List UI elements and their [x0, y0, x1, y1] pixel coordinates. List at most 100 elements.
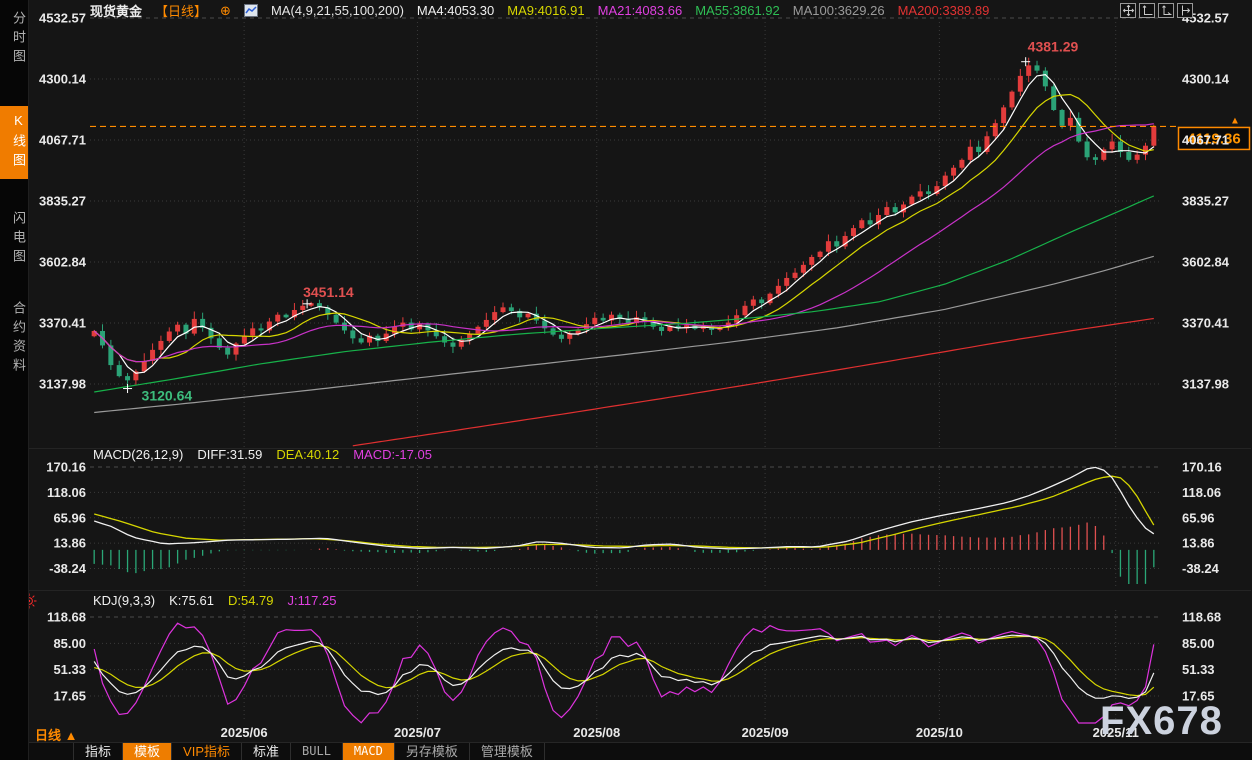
toolbar-button-6[interactable]: MACD: [342, 743, 395, 760]
svg-text:3137.98: 3137.98: [39, 377, 86, 392]
svg-text:3370.41: 3370.41: [1182, 316, 1229, 331]
last-price-box: [1177, 126, 1251, 151]
toolbar-button-5[interactable]: BULL: [291, 743, 343, 760]
kdj-d-line: [94, 635, 1155, 697]
macd-dea-value: DEA:40.12: [276, 447, 340, 462]
ma-value: MA100:3629.26: [792, 3, 885, 18]
ma-line-MA100: [94, 255, 1154, 414]
x-axis-month-label: 2025/09: [742, 725, 789, 740]
ma-value: MA9:4016.91: [507, 3, 585, 18]
ma-value: MA21:4083.66: [597, 3, 683, 18]
svg-text:4067.71: 4067.71: [1182, 132, 1229, 147]
last-price-value: 4119.36: [1187, 130, 1240, 147]
ma-lines-layer: [93, 73, 1155, 447]
right-axis-tool-icon[interactable]: [1158, 3, 1174, 18]
candles-layer: [91, 57, 1157, 389]
left-axis-tool-icon[interactable]: [1139, 3, 1155, 18]
sidebar-item-3[interactable]: 闪电图: [11, 211, 26, 268]
ma-line-MA200: [352, 317, 1154, 447]
toolbar-button-4[interactable]: 标准: [242, 743, 292, 760]
macd-layer: [93, 466, 1155, 584]
ma-line-MA21: [93, 123, 1154, 363]
svg-text:85.00: 85.00: [1182, 636, 1215, 651]
svg-text:4067.71: 4067.71: [39, 132, 86, 147]
ma-group-label: MA(4,9,21,55,100,200): [270, 3, 404, 18]
toolbar-button-3[interactable]: VIP指标: [172, 743, 242, 760]
sidebar-item-4[interactable]: 合约资料: [11, 301, 26, 377]
svg-text:13.86: 13.86: [53, 536, 86, 551]
kdj-k-value: K:75.61: [169, 593, 214, 608]
ma-values: MA4:4053.30 MA9:4016.91 MA21:4083.66 MA55:3…: [417, 3, 989, 18]
annotations-layer: 3120.64 3451.14 4381.29: [123, 39, 1078, 404]
svg-text:170.16: 170.16: [1182, 460, 1222, 475]
svg-text:-38.24: -38.24: [49, 561, 87, 576]
ma-line-MA4: [93, 73, 1155, 374]
sidebar-item-1[interactable]: 分时图: [11, 11, 26, 68]
toolbar-button-8[interactable]: 管理模板: [470, 743, 545, 760]
pan-tool-icon[interactable]: [1120, 3, 1136, 18]
svg-text:4300.14: 4300.14: [1182, 71, 1230, 86]
svg-text:4300.14: 4300.14: [39, 71, 87, 86]
svg-text:118.06: 118.06: [47, 485, 86, 500]
price-up-arrow-icon: ▲: [1230, 115, 1240, 126]
toolbar-button-2[interactable]: 模板: [123, 743, 173, 760]
ma-value: MA55:3861.92: [695, 3, 780, 18]
kdj-j-value: J:117.25: [287, 593, 337, 608]
svg-text:170.16: 170.16: [46, 460, 86, 475]
macd-value: MACD:-17.05: [353, 447, 432, 462]
kdj-d-value: D:54.79: [227, 593, 274, 608]
svg-text:118.06: 118.06: [1182, 485, 1221, 500]
toolbar-button-7[interactable]: 另存模板: [395, 743, 470, 760]
ma-line-MA9: [93, 93, 1154, 363]
watermark: FX678: [1100, 699, 1223, 743]
period-tag[interactable]: 【日线】: [155, 4, 208, 19]
svg-text:17.65: 17.65: [53, 689, 86, 704]
svg-text:13.86: 13.86: [1182, 536, 1215, 551]
svg-text:3835.27: 3835.27: [1182, 194, 1229, 209]
svg-text:85.00: 85.00: [53, 636, 86, 651]
kdj-params-label: KDJ(9,3,3): [93, 593, 156, 608]
svg-text:118.68: 118.68: [47, 610, 86, 625]
ma-value: MA4:4053.30: [416, 3, 495, 18]
kdj-label-row: KDJ(9,3,3) K:75.61 D:54.79 J:117.25: [93, 593, 336, 608]
toolbar-button-1[interactable]: 指标: [73, 743, 124, 760]
macd-diff-line: [93, 466, 1155, 550]
x-axis-month-label: 2025/11: [1093, 725, 1139, 740]
svg-text:17.65: 17.65: [1182, 689, 1215, 704]
kdj-j-line: [93, 622, 1155, 724]
svg-text:3451.14: 3451.14: [303, 284, 354, 300]
svg-text:3370.41: 3370.41: [39, 316, 86, 331]
macd-dea-line: [94, 475, 1155, 549]
add-indicator-icon[interactable]: ⊕: [220, 2, 231, 18]
chart-header: 现货黄金 【日线】 ⊕ MA(4,9,21,55,100,200) MA4:40…: [90, 2, 989, 20]
x-axis-month-label: 2025/07: [394, 725, 441, 740]
svg-text:4532.57: 4532.57: [1182, 11, 1229, 26]
axis-labels-layer: 4532.57 4532.57 4300.14 4300.14 4067.71 4067.…: [39, 11, 1230, 741]
svg-text:4532.57: 4532.57: [39, 11, 86, 26]
svg-text:51.33: 51.33: [1182, 662, 1215, 677]
svg-text:51.33: 51.33: [53, 662, 86, 677]
svg-text:3120.64: 3120.64: [142, 388, 193, 404]
shift-axis-tool-icon[interactable]: [1177, 3, 1193, 18]
bottom-toolbar: 指标 模板 VIP指标 标准 BULL MACD 另存模板 管理模板: [28, 742, 1252, 760]
svg-text:4381.29: 4381.29: [1028, 39, 1079, 55]
svg-text:-38.24: -38.24: [1182, 561, 1220, 576]
macd-params-label: MACD(26,12,9): [93, 447, 184, 462]
ma-value: MA200:3389.89: [897, 3, 990, 18]
last-price-layer: 4119.36 ▲: [90, 115, 1251, 151]
svg-text:3835.27: 3835.27: [39, 194, 86, 209]
svg-text:3137.98: 3137.98: [1182, 377, 1229, 392]
sidebar: 分时图 K线图闪电图合约资料: [0, 0, 29, 760]
period-selector[interactable]: 日线 ▲: [35, 728, 78, 743]
svg-text:3602.84: 3602.84: [1182, 255, 1230, 270]
svg-text:118.68: 118.68: [1182, 610, 1221, 625]
macd-label-row: MACD(26,12,9) DIFF:31.59 DEA:40.12 MACD:…: [93, 447, 432, 462]
symbol-title: 现货黄金: [90, 4, 143, 19]
ma-line-MA55: [94, 195, 1155, 393]
indicator-thumbnail-icon[interactable]: [243, 4, 258, 17]
kdj-k-line: [93, 634, 1155, 700]
sidebar-item-2[interactable]: K线图: [0, 106, 28, 179]
svg-text:3602.84: 3602.84: [39, 255, 87, 270]
